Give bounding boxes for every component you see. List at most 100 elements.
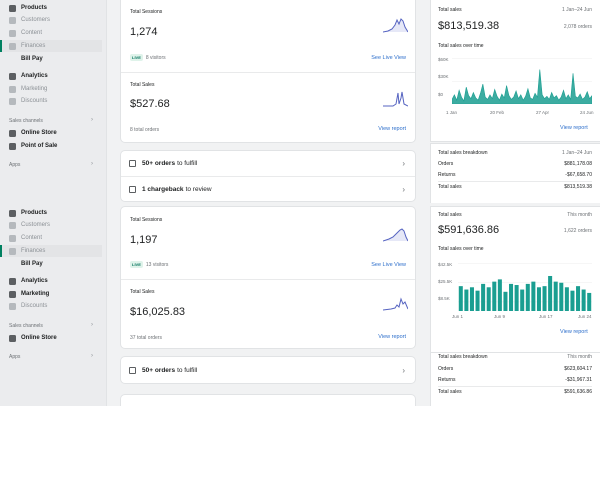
breakdown-divider	[438, 181, 592, 182]
sales-area	[452, 69, 592, 104]
sales-sparkline	[383, 297, 408, 311]
breakdown-row-orders: Orders $881,178.08	[438, 161, 592, 167]
total-sales-value: $591,636.86	[438, 224, 500, 236]
live-badge: LIVE	[130, 54, 143, 61]
store-icon	[9, 334, 16, 342]
y-tick: $8.5K	[438, 296, 450, 301]
bank-icon	[9, 42, 16, 50]
view-report-link[interactable]: View report	[560, 329, 588, 335]
sales-bar	[531, 281, 536, 311]
sessions-sparkline	[383, 18, 408, 33]
x-tick: Jun 17	[539, 314, 553, 319]
sidebar-item-content[interactable]: Content	[0, 27, 102, 39]
sales-bar	[520, 289, 525, 311]
apps-label: Apps ›	[9, 353, 93, 360]
total-sales-label: Total sales	[438, 7, 462, 13]
todo-orders-to-fulfill[interactable]: 50+ orders to fulfill ›	[121, 151, 415, 175]
see-live-view-link[interactable]: See Live View	[371, 262, 406, 268]
chevron-right-icon[interactable]: ›	[91, 353, 93, 359]
chevron-right-icon[interactable]: ›	[91, 161, 93, 167]
live-visitors: LIVE 13 visitors	[130, 261, 169, 268]
sales-bar	[458, 286, 463, 311]
sidebar-item-marketing[interactable]: Marketing	[0, 83, 102, 95]
y-tick: $0	[438, 92, 444, 97]
sidebar-item-analytics[interactable]: Analytics	[0, 275, 102, 287]
sales-channels-label: Sales channels ›	[9, 117, 93, 124]
view-report-link[interactable]: View report	[378, 126, 406, 132]
sidebar-item-discounts[interactable]: Discounts	[0, 300, 102, 312]
x-tick: 24 Jun	[580, 110, 594, 115]
sales-bar	[559, 282, 564, 311]
sales-channels-label: Sales channels ›	[9, 322, 93, 329]
x-tick: Jun 1	[452, 314, 464, 319]
sidebar: Products Customers Content Finances Bill…	[0, 203, 107, 406]
sidebar-item-online-store[interactable]: Online Store	[0, 332, 102, 344]
orders-count: 1,622 orders	[563, 228, 592, 234]
sales-bar	[497, 279, 502, 311]
total-orders: 8 total orders	[130, 127, 160, 133]
view-report-link[interactable]: View report	[378, 334, 406, 340]
apps-label: Apps ›	[9, 161, 93, 168]
sales-bar	[553, 281, 558, 311]
sidebar-item-finances[interactable]: Finances	[0, 40, 102, 52]
breakdown-row-orders: Orders $623,604.17	[438, 366, 592, 372]
sales-bar	[570, 290, 575, 311]
y-tick: $30K	[438, 74, 449, 79]
sales-bar	[548, 275, 553, 311]
sidebar-item-products[interactable]: Products	[0, 2, 102, 14]
sidebar-item-point-of-sale[interactable]: Point of Sale	[0, 140, 102, 152]
period-label: 1 Jan–24 Jun	[561, 7, 592, 13]
sidebar-item-products[interactable]: Products	[0, 207, 102, 219]
breakdown-row-returns: Returns -$67,658.70	[438, 172, 592, 178]
breakdown-period: This month	[567, 354, 592, 360]
todo-orders-to-fulfill[interactable]: 50+ orders to fulfill ›	[121, 358, 415, 382]
todo-chargeback-to-review[interactable]: 1 chargeback to review ›	[121, 177, 415, 201]
chevron-right-icon: ›	[402, 365, 405, 375]
target-icon	[9, 85, 16, 93]
sidebar-item-bill-pay[interactable]: Bill Pay	[21, 56, 43, 62]
next-card	[121, 395, 415, 406]
chevron-right-icon[interactable]: ›	[91, 117, 93, 123]
live-visitors: LIVE 8 visitors	[130, 54, 166, 61]
sidebar-item-analytics[interactable]: Analytics	[0, 70, 102, 82]
sales-bar	[464, 289, 469, 311]
todo-card	[121, 357, 415, 383]
discount-icon	[9, 97, 16, 105]
sales-bar	[525, 283, 530, 311]
sessions-sparkline	[383, 228, 408, 242]
sales-value: $527.68	[130, 98, 170, 110]
total-sales-value: $813,519.38	[438, 20, 500, 32]
sidebar-item-finances[interactable]: Finances	[0, 245, 102, 257]
download-icon	[129, 366, 136, 374]
sidebar-item-online-store[interactable]: Online Store	[0, 127, 102, 139]
live-badge: LIVE	[130, 261, 143, 268]
view-report-link[interactable]: View report	[560, 125, 588, 131]
sales-over-time-chart	[452, 58, 592, 104]
sessions-label: Total Sessions	[130, 9, 163, 15]
chevron-right-icon[interactable]: ›	[91, 322, 93, 328]
sidebar-item-marketing[interactable]: Marketing	[0, 288, 102, 300]
tag-icon	[9, 209, 16, 217]
sidebar-item-customers[interactable]: Customers	[0, 14, 102, 26]
store-icon	[9, 129, 16, 137]
todo-divider	[121, 176, 415, 177]
sales-bar	[587, 292, 592, 311]
see-live-view-link[interactable]: See Live View	[371, 55, 406, 61]
sales-sparkline	[383, 91, 408, 107]
sales-bar	[486, 287, 491, 311]
x-tick: Jun 24	[578, 314, 592, 319]
sidebar-item-content[interactable]: Content	[0, 232, 102, 244]
total-sales-label: Total sales	[438, 212, 462, 218]
sidebar-item-discounts[interactable]: Discounts	[0, 95, 102, 107]
sales-bar	[542, 286, 547, 311]
sidebar-item-customers[interactable]: Customers	[0, 219, 102, 231]
pos-icon	[9, 142, 16, 150]
x-tick: 20 Feb	[490, 110, 505, 115]
person-icon	[9, 221, 16, 229]
sales-bar	[475, 290, 480, 311]
total-orders: 37 total orders	[130, 335, 162, 341]
chevron-right-icon: ›	[402, 158, 405, 168]
tag-icon	[9, 4, 16, 12]
orders-count: 2,078 orders	[563, 24, 592, 30]
sidebar-item-bill-pay[interactable]: Bill Pay	[21, 261, 43, 267]
